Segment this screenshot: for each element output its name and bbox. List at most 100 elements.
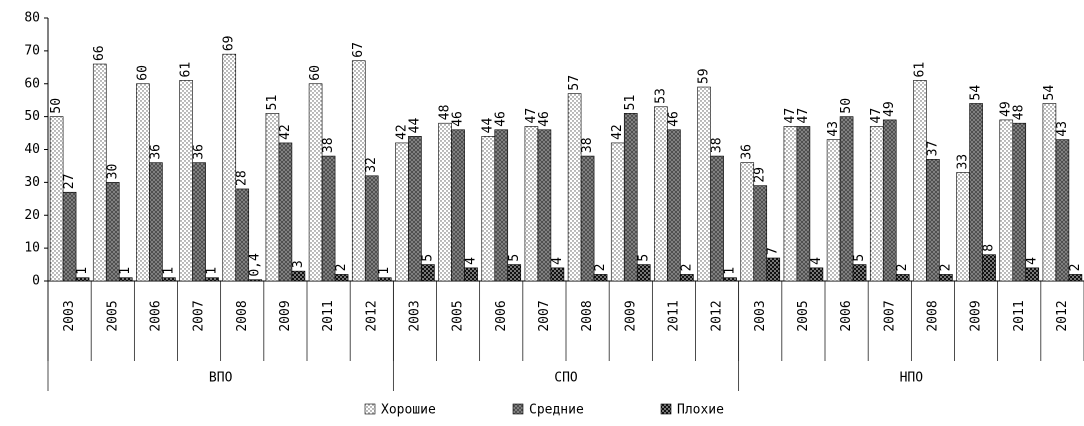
value-label: 44 [481,118,496,134]
y-tick-label: 30 [24,175,40,190]
bar [826,139,841,282]
bar [334,274,349,282]
legend-label: Средние [529,403,584,418]
y-tick-label: 10 [24,241,40,256]
value-label: 50 [49,98,64,114]
bar [839,116,854,282]
value-label: 47 [796,108,811,124]
bar [438,122,452,282]
value-label: 5 [636,254,651,262]
legend-swatch [364,403,376,415]
bar [593,274,608,282]
value-label: 50 [839,98,854,114]
value-label: 60 [308,65,323,81]
bar [869,126,884,282]
value-label: 3 [291,260,306,268]
x-tick-label: 2012 [710,300,725,331]
x-tick-label: 2009 [969,300,984,331]
value-label: 1 [205,267,220,275]
bar [291,270,306,282]
legend-swatch [512,403,524,415]
value-label: 1 [377,267,392,275]
value-label: 54 [1042,85,1057,101]
value-label: 36 [740,144,755,160]
value-label: 48 [1012,105,1027,121]
value-label: 66 [92,45,107,61]
bar [982,254,996,282]
y-tick-label: 20 [24,208,40,223]
value-label: 27 [62,174,77,190]
x-tick-label: 2011 [321,300,336,331]
bar [999,119,1014,282]
group-label: ВПО [209,371,233,386]
bar [248,279,263,282]
bar [610,142,625,282]
bar [809,267,824,282]
value-label: 49 [882,101,897,117]
value-label: 61 [179,62,194,78]
value-label: 30 [105,164,120,180]
bar [680,274,694,282]
x-tick-label: 2009 [278,300,293,331]
bar [377,277,392,282]
bar [278,142,293,282]
bar [118,277,133,282]
bar [464,267,478,282]
value-label: 67 [351,42,366,58]
value-label: 4 [550,257,565,265]
value-label: 0,4 [248,253,263,277]
value-label: 46 [451,111,466,127]
bar [105,182,120,282]
bar [1068,274,1083,282]
bar [421,264,435,282]
bar [235,188,250,282]
bar [723,277,737,282]
bar [92,63,107,282]
bar [796,126,811,282]
value-label: 48 [438,105,453,121]
x-tick-label: 2008 [580,300,595,331]
y-tick-label: 70 [24,43,40,58]
value-label: 51 [623,95,638,111]
bar [882,119,897,282]
bar [667,129,681,282]
bar [49,116,64,282]
value-label: 42 [278,124,293,140]
bar [623,113,638,282]
value-label: 69 [222,36,237,52]
bar [1055,139,1070,282]
bar [222,53,237,282]
value-label: 28 [235,170,250,186]
bar [710,155,724,282]
value-label: 44 [407,118,422,134]
bar [697,86,711,282]
value-label: 47 [869,108,884,124]
x-tick-label: 2011 [1012,300,1027,331]
value-label: 4 [464,257,479,265]
value-label: 1 [75,267,90,275]
value-label: 8 [982,244,997,252]
value-label: 46 [537,111,552,127]
bar [567,93,582,282]
value-label: 42 [394,124,409,140]
value-label: 5 [420,254,435,262]
bar [537,129,552,282]
bar [351,60,366,282]
bar [766,257,781,282]
bar [1025,267,1040,282]
bar [636,264,651,282]
value-label: 1 [723,267,738,275]
x-tick-label: 2008 [235,300,250,331]
value-label: 2 [938,264,953,272]
bar [654,106,668,282]
y-tick-label: 0 [32,274,40,289]
bar [550,267,565,282]
bar [321,155,336,282]
value-label: 46 [666,111,681,127]
bar [451,129,465,282]
value-label: 49 [999,101,1014,117]
value-label: 2 [334,264,349,272]
x-tick-label: 2007 [192,300,207,331]
bar [62,191,77,282]
x-tick-label: 2005 [796,300,811,331]
